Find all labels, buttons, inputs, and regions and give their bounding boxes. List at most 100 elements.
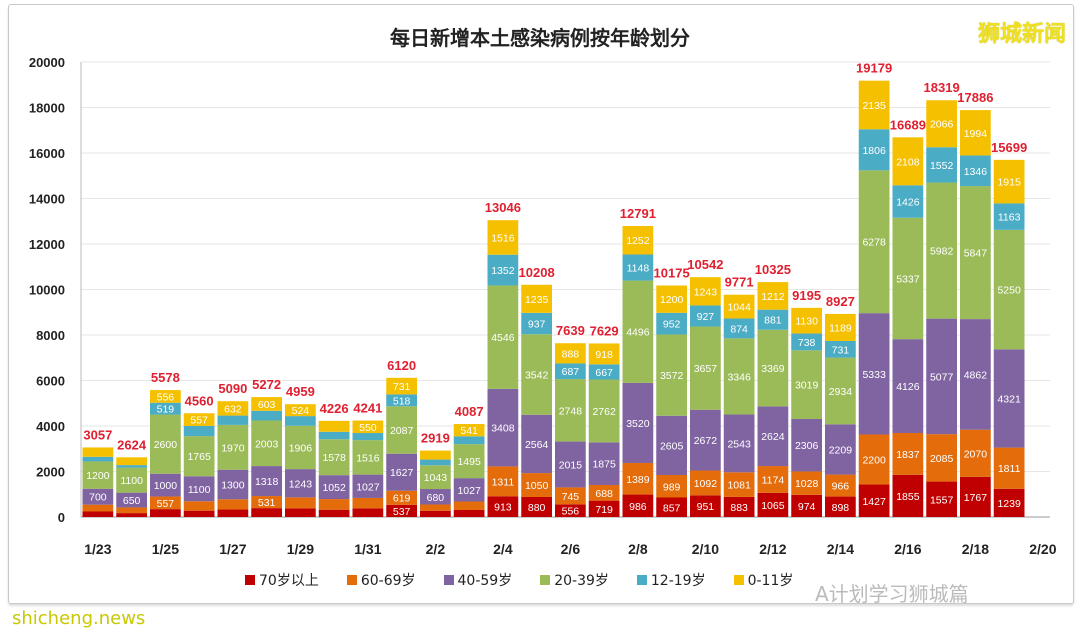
x-tick-label: 1/29 — [287, 541, 314, 557]
bar-segment — [723, 294, 755, 319]
bar-segment — [251, 397, 282, 411]
y-tick-label: 2000 — [36, 465, 65, 480]
bar-segment — [960, 186, 991, 320]
bar-segment — [993, 447, 1025, 489]
x-tick-label: 2/16 — [894, 541, 921, 557]
segment-label: 3019 — [795, 380, 819, 392]
bar-segment — [858, 484, 890, 517]
segment-label: 888 — [562, 348, 580, 360]
bar-segment — [217, 469, 249, 500]
bar-segment — [251, 466, 282, 497]
bar-segment — [791, 418, 822, 472]
segment-label: 2108 — [896, 156, 920, 168]
legend-swatch — [540, 575, 551, 585]
bar-segment — [656, 475, 687, 498]
bar-segment — [521, 473, 552, 497]
segment-label: 1300 — [221, 479, 245, 491]
bar-segment — [318, 431, 350, 440]
bar-segment — [82, 504, 114, 512]
segment-label: 883 — [730, 502, 748, 514]
segment-label: 2748 — [559, 405, 583, 417]
bar-segment — [487, 388, 519, 467]
bar-segment — [791, 350, 822, 419]
segment-label: 5847 — [964, 248, 988, 260]
bar-segment — [318, 475, 350, 500]
bar-segment — [993, 229, 1025, 350]
segment-label: 1906 — [289, 442, 313, 454]
segment-label: 4496 — [626, 327, 650, 339]
bar-segment — [622, 226, 654, 255]
segment-label: 1837 — [896, 449, 920, 461]
bar-segment — [690, 409, 721, 471]
source-watermark: shicheng.news — [12, 608, 146, 629]
segment-label: 1044 — [727, 302, 751, 314]
segment-label: 2605 — [660, 440, 684, 452]
bar-segment — [993, 488, 1025, 517]
total-label: 5272 — [252, 377, 281, 392]
bar-segment — [116, 507, 147, 514]
bar-segment — [622, 254, 654, 281]
total-label: 4226 — [320, 401, 349, 416]
bar-segment — [858, 129, 890, 171]
segment-label: 1148 — [627, 263, 650, 275]
segment-label: 731 — [832, 344, 850, 356]
bar-segment — [453, 436, 485, 445]
y-tick-label: 12000 — [29, 237, 65, 252]
segment-label: 1028 — [795, 478, 819, 490]
bar-segment — [453, 424, 485, 437]
segment-label: 1578 — [322, 452, 346, 464]
bar-segment — [453, 501, 485, 510]
segment-label: 3408 — [491, 423, 515, 435]
segment-label: 603 — [258, 399, 276, 411]
bar-segment — [892, 433, 924, 475]
bar-segment — [352, 440, 384, 475]
segment-label: 3369 — [761, 363, 785, 375]
bar-segment — [521, 496, 552, 517]
segment-label: 3346 — [727, 371, 751, 383]
x-tick-label: 1/25 — [152, 541, 179, 557]
segment-label: 1516 — [491, 232, 515, 244]
bar-segment — [386, 504, 417, 517]
y-tick-label: 8000 — [36, 328, 65, 343]
bar-segment — [960, 476, 991, 517]
bar-segment — [960, 110, 991, 156]
legend-item: 20-39岁 — [540, 570, 609, 590]
segment-label: 1252 — [626, 235, 650, 247]
bar-segment — [825, 496, 856, 517]
total-label: 4560 — [185, 393, 214, 408]
total-label: 5090 — [218, 381, 247, 396]
segment-label: 951 — [697, 501, 715, 513]
bar-segment — [150, 390, 181, 403]
segment-label: 1130 — [795, 316, 818, 328]
bar-segment — [285, 469, 316, 498]
bar-segment — [588, 484, 620, 501]
bar-segment — [825, 357, 856, 425]
bar-segment — [926, 434, 957, 482]
segment-label: 556 — [157, 391, 175, 403]
bar-segment — [656, 415, 687, 476]
bar-segment — [82, 461, 114, 489]
bar-segment — [757, 309, 789, 330]
segment-label: 937 — [528, 319, 546, 331]
bar-segment — [285, 425, 316, 470]
bar-segment — [285, 416, 316, 426]
bar-segment — [690, 326, 721, 410]
bar-segment — [892, 185, 924, 218]
bar-segment — [892, 217, 924, 340]
bar-segment — [217, 509, 249, 517]
bar-segment — [825, 313, 856, 341]
segment-label: 1243 — [694, 286, 718, 298]
legend-swatch — [636, 575, 647, 585]
segment-label: 1915 — [997, 177, 1021, 189]
bar-segment — [285, 404, 316, 417]
bar-segment — [993, 203, 1025, 230]
segment-label: 3572 — [660, 370, 684, 382]
bar-segment — [150, 414, 181, 474]
bar-segment — [588, 379, 620, 443]
bar-segment — [217, 499, 249, 510]
segment-label: 1200 — [660, 294, 684, 306]
x-tick-label: 1/23 — [84, 541, 111, 557]
legend-item: 60-69岁 — [346, 570, 416, 590]
legend-label: 20-39岁 — [554, 573, 609, 589]
